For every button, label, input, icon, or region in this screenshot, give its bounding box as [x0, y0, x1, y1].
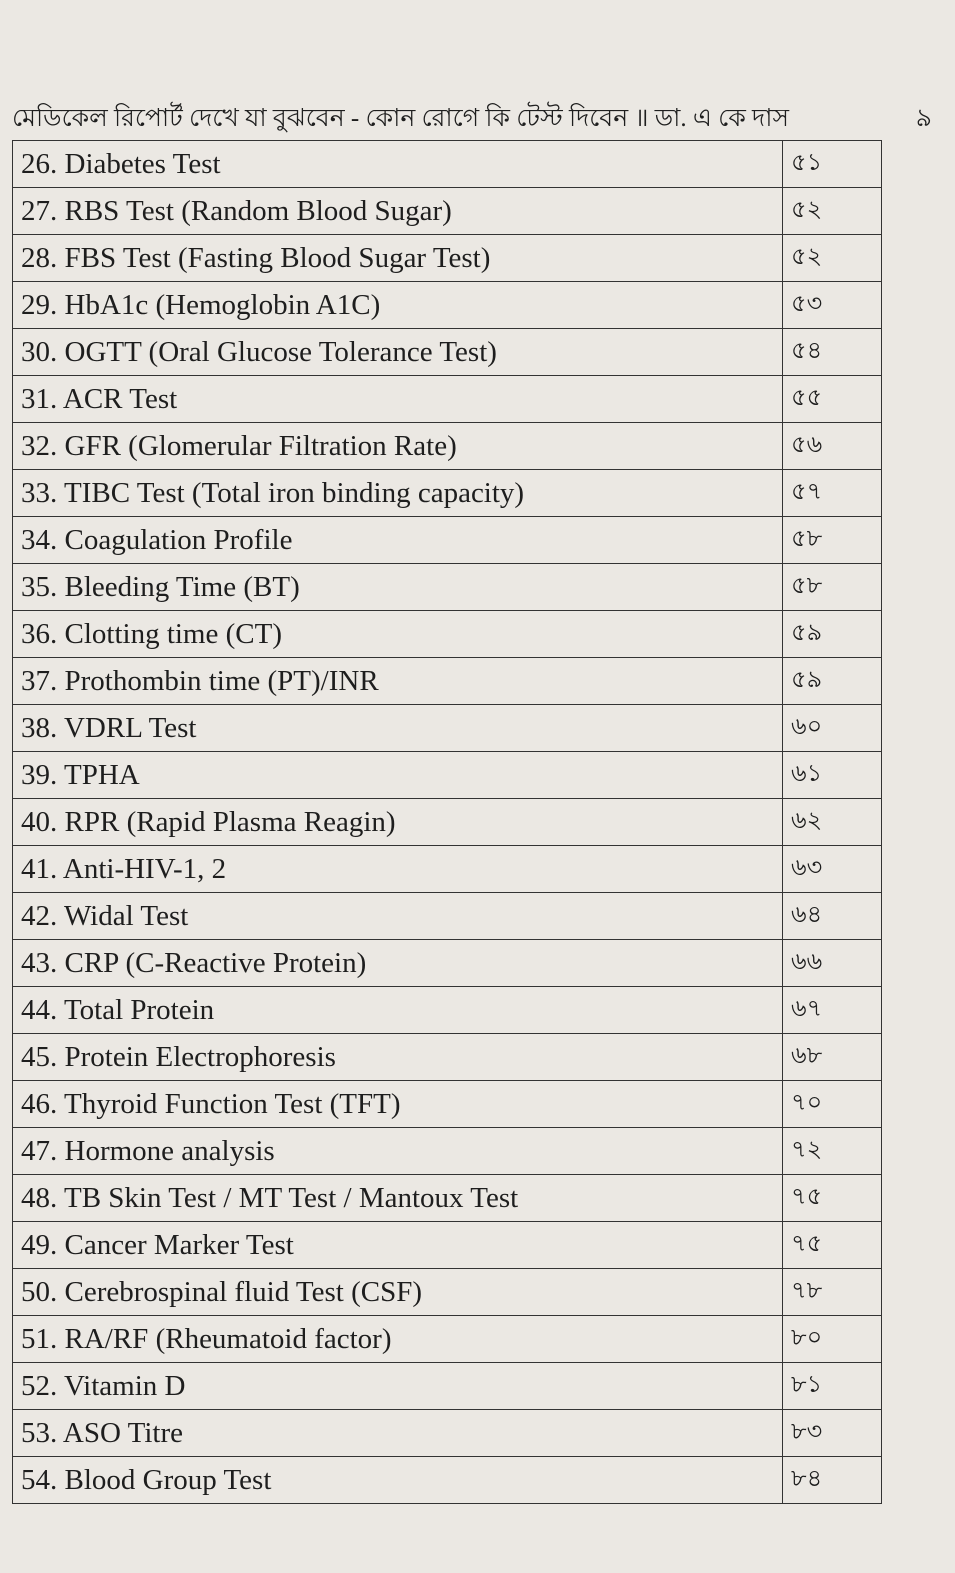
entry-title: 31. ACR Test: [12, 375, 783, 423]
running-header: মেডিকেল রিপোর্ট দেখে যা বুঝবেন - কোন রোগ…: [12, 98, 932, 141]
entry-title: 32. GFR (Glomerular Filtration Rate): [12, 422, 783, 470]
contents-row: 53. ASO Titre ৮৩: [12, 1409, 882, 1457]
entry-title: 38. VDRL Test: [12, 704, 783, 752]
contents-row: 27. RBS Test (Random Blood Sugar) ৫২: [12, 187, 882, 235]
entry-title: 44. Total Protein: [12, 986, 783, 1034]
contents-row: 43. CRP (C-Reactive Protein) ৬৬: [12, 939, 882, 987]
contents-row: 49. Cancer Marker Test ৭৫: [12, 1221, 882, 1269]
contents-row: 42. Widal Test ৬৪: [12, 892, 882, 940]
entry-page: ৬৭: [782, 986, 882, 1034]
entry-page: ৬২: [782, 798, 882, 846]
entry-title: 30. OGTT (Oral Glucose Tolerance Test): [12, 328, 783, 376]
contents-row: 38. VDRL Test ৬০: [12, 704, 882, 752]
contents-row: 32. GFR (Glomerular Filtration Rate) ৫৬: [12, 422, 882, 470]
entry-page: ৮৩: [782, 1409, 882, 1457]
entry-title: 27. RBS Test (Random Blood Sugar): [12, 187, 783, 235]
contents-table: 26. Diabetes Test ৫১ 27. RBS Test (Random …: [12, 140, 882, 1504]
entry-page: ৭৮: [782, 1268, 882, 1316]
entry-page: ৫৮: [782, 563, 882, 611]
entry-title: 33. TIBC Test (Total iron binding capaci…: [12, 469, 783, 517]
contents-row: 46. Thyroid Function Test (TFT) ৭০: [12, 1080, 882, 1128]
contents-row: 34. Coagulation Profile ৫৮: [12, 516, 882, 564]
entry-page: ৫৬: [782, 422, 882, 470]
entry-title: 52. Vitamin D: [12, 1362, 783, 1410]
contents-row: 47. Hormone analysis ৭২: [12, 1127, 882, 1175]
entry-title: 39. TPHA: [12, 751, 783, 799]
entry-title: 26. Diabetes Test: [12, 140, 783, 188]
entry-page: ৫১: [782, 140, 882, 188]
entry-title: 34. Coagulation Profile: [12, 516, 783, 564]
entry-title: 54. Blood Group Test: [12, 1456, 783, 1504]
entry-page: ৭৫: [782, 1221, 882, 1269]
entry-page: ৭৫: [782, 1174, 882, 1222]
contents-row: 37. Prothombin time (PT)/INR ৫৯: [12, 657, 882, 705]
entry-page: ৬১: [782, 751, 882, 799]
contents-row: 48. TB Skin Test / MT Test / Mantoux Tes…: [12, 1174, 882, 1222]
contents-row: 51. RA/RF (Rheumatoid factor) ৮০: [12, 1315, 882, 1363]
entry-title: 41. Anti-HIV-1, 2: [12, 845, 783, 893]
contents-row: 36. Clotting time (CT) ৫৯: [12, 610, 882, 658]
entry-title: 43. CRP (C-Reactive Protein): [12, 939, 783, 987]
entry-title: 40. RPR (Rapid Plasma Reagin): [12, 798, 783, 846]
entry-title: 50. Cerebrospinal fluid Test (CSF): [12, 1268, 783, 1316]
entry-title: 29. HbA1c (Hemoglobin A1C): [12, 281, 783, 329]
entry-page: ৫৯: [782, 657, 882, 705]
entry-page: ৬৩: [782, 845, 882, 893]
entry-title: 37. Prothombin time (PT)/INR: [12, 657, 783, 705]
entry-title: 47. Hormone analysis: [12, 1127, 783, 1175]
entry-page: ৫৮: [782, 516, 882, 564]
contents-row: 28. FBS Test (Fasting Blood Sugar Test) ৫…: [12, 234, 882, 282]
contents-row: 26. Diabetes Test ৫১: [12, 140, 882, 188]
entry-title: 35. Bleeding Time (BT): [12, 563, 783, 611]
entry-title: 51. RA/RF (Rheumatoid factor): [12, 1315, 783, 1363]
entry-title: 48. TB Skin Test / MT Test / Mantoux Tes…: [12, 1174, 783, 1222]
contents-row: 33. TIBC Test (Total iron binding capaci…: [12, 469, 882, 517]
entry-page: ৫৭: [782, 469, 882, 517]
contents-row: 39. TPHA ৬১: [12, 751, 882, 799]
entry-page: ৬০: [782, 704, 882, 752]
entry-page: ৮১: [782, 1362, 882, 1410]
entry-page: ৭০: [782, 1080, 882, 1128]
contents-row: 30. OGTT (Oral Glucose Tolerance Test) ৫৪: [12, 328, 882, 376]
entry-page: ৮০: [782, 1315, 882, 1363]
contents-row: 35. Bleeding Time (BT) ৫৮: [12, 563, 882, 611]
entry-title: 36. Clotting time (CT): [12, 610, 783, 658]
entry-page: ৫৫: [782, 375, 882, 423]
header-title: মেডিকেল রিপোর্ট দেখে যা বুঝবেন - কোন রোগ…: [12, 105, 789, 132]
contents-row: 40. RPR (Rapid Plasma Reagin) ৬২: [12, 798, 882, 846]
contents-row: 31. ACR Test ৫৫: [12, 375, 882, 423]
entry-title: 53. ASO Titre: [12, 1409, 783, 1457]
entry-title: 28. FBS Test (Fasting Blood Sugar Test): [12, 234, 783, 282]
entry-page: ৫৪: [782, 328, 882, 376]
entry-page: ৫২: [782, 234, 882, 282]
entry-title: 42. Widal Test: [12, 892, 783, 940]
contents-row: 52. Vitamin D ৮১: [12, 1362, 882, 1410]
contents-row: 50. Cerebrospinal fluid Test (CSF) ৭৮: [12, 1268, 882, 1316]
entry-page: ৫২: [782, 187, 882, 235]
entry-page: ৫৩: [782, 281, 882, 329]
contents-row: 44. Total Protein ৬৭: [12, 986, 882, 1034]
entry-page: ৭২: [782, 1127, 882, 1175]
contents-row: 54. Blood Group Test ৮৪: [12, 1456, 882, 1504]
entry-title: 49. Cancer Marker Test: [12, 1221, 783, 1269]
page-number: ৯: [915, 105, 932, 132]
contents-row: 29. HbA1c (Hemoglobin A1C) ৫৩: [12, 281, 882, 329]
entry-page: ৬৬: [782, 939, 882, 987]
entry-title: 46. Thyroid Function Test (TFT): [12, 1080, 783, 1128]
entry-page: ৬৮: [782, 1033, 882, 1081]
contents-row: 41. Anti-HIV-1, 2 ৬৩: [12, 845, 882, 893]
entry-page: ৮৪: [782, 1456, 882, 1504]
entry-page: ৫৯: [782, 610, 882, 658]
entry-page: ৬৪: [782, 892, 882, 940]
entry-title: 45. Protein Electrophoresis: [12, 1033, 783, 1081]
contents-row: 45. Protein Electrophoresis ৬৮: [12, 1033, 882, 1081]
